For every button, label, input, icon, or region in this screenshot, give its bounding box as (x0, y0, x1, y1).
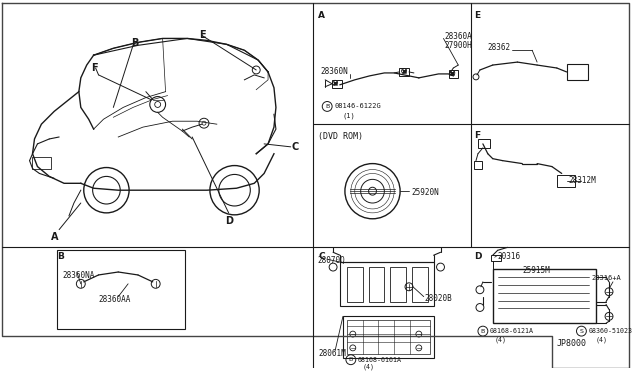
Text: E: E (474, 11, 480, 20)
Bar (390, 267, 406, 302)
Text: (DVD ROM): (DVD ROM) (318, 132, 364, 141)
Text: 25915M: 25915M (522, 266, 550, 275)
Text: 28360N: 28360N (320, 67, 348, 76)
Text: A: A (51, 232, 59, 241)
Text: E: E (199, 29, 205, 39)
Bar (347, 267, 363, 302)
Text: F: F (474, 131, 480, 140)
Text: (1): (1) (343, 112, 356, 119)
Text: 28360NA: 28360NA (62, 271, 95, 280)
Bar (474, 161, 482, 169)
Text: 20316: 20316 (498, 252, 521, 261)
Text: S: S (579, 328, 584, 334)
Text: 08360-51023: 08360-51023 (588, 328, 632, 334)
Text: 28312M: 28312M (568, 176, 596, 185)
Text: B: B (131, 38, 138, 48)
Text: (4): (4) (495, 336, 507, 343)
Text: D: D (474, 252, 481, 261)
Text: 28061M: 28061M (318, 349, 346, 358)
Bar (491, 255, 500, 261)
Text: (4): (4) (363, 364, 374, 370)
Bar (399, 68, 409, 76)
Text: C: C (292, 142, 299, 152)
Bar (343, 316, 434, 358)
Bar (347, 320, 429, 354)
Text: C: C (318, 252, 325, 261)
Bar (449, 70, 458, 78)
Bar (478, 139, 490, 148)
Text: D: D (225, 216, 233, 226)
Text: 08168-6121A: 08168-6121A (490, 328, 534, 334)
Bar (566, 64, 588, 80)
Text: 28360AA: 28360AA (99, 295, 131, 304)
Text: 28362: 28362 (488, 44, 511, 52)
Text: B: B (349, 357, 353, 362)
Text: 08146-6122G: 08146-6122G (334, 103, 381, 109)
Text: 28316+A: 28316+A (591, 275, 621, 281)
Bar (340, 262, 434, 307)
Text: 08168-6161A: 08168-6161A (358, 357, 402, 363)
Bar (332, 80, 342, 88)
Text: JP8000: JP8000 (557, 339, 587, 348)
Bar (369, 267, 385, 302)
Bar (57, 250, 185, 329)
Text: 28360A: 28360A (444, 32, 472, 41)
Bar (493, 269, 596, 323)
Text: (4): (4) (595, 336, 607, 343)
Text: B: B (57, 252, 64, 261)
Text: B: B (481, 328, 485, 334)
Text: A: A (318, 11, 325, 20)
Text: B: B (325, 104, 330, 109)
Bar (557, 176, 575, 187)
Text: 27900H: 27900H (444, 41, 472, 50)
Text: 28020B: 28020B (425, 294, 452, 303)
Bar (31, 157, 51, 169)
Text: F: F (91, 63, 97, 73)
Text: 28070Q: 28070Q (317, 256, 345, 265)
Text: 25920N: 25920N (411, 188, 438, 197)
Bar (412, 267, 428, 302)
